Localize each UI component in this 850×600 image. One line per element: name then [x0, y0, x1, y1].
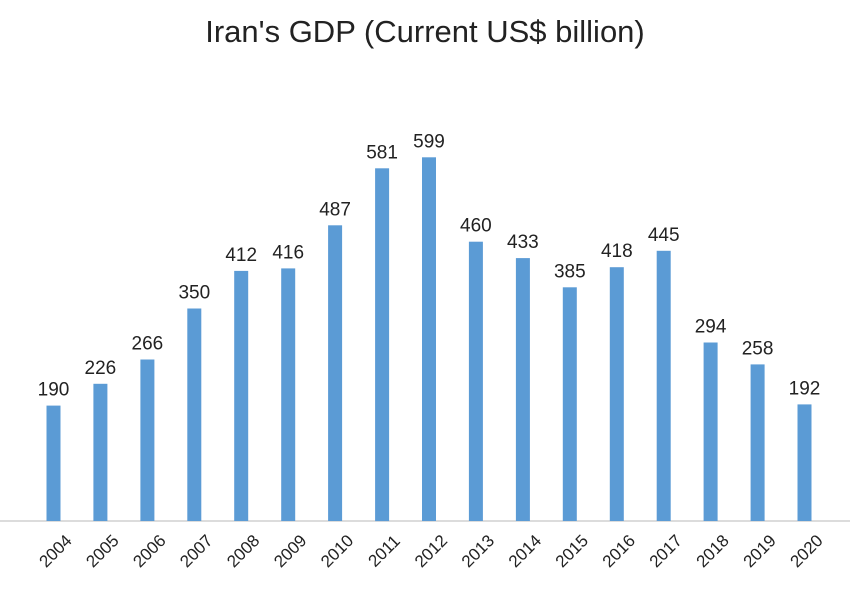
x-tick-label-2015: 2015	[552, 531, 592, 571]
data-label-2016: 418	[601, 241, 633, 262]
bar-2011	[375, 168, 390, 522]
bar-2007	[187, 308, 202, 521]
bar-2005	[93, 383, 108, 521]
x-tick-label-2017: 2017	[646, 531, 686, 571]
x-tick-label-2016: 2016	[599, 531, 639, 571]
bar-2019	[750, 364, 765, 521]
bar-2006	[140, 359, 155, 521]
bar-2014	[515, 258, 530, 521]
x-tick-label-2008: 2008	[223, 531, 263, 571]
chart-title: Iran's GDP (Current US$ billion)	[205, 14, 645, 49]
tick-labels-group: 2004 2005 2006 2007 2008 2009 2010 2011 2012 2013…	[36, 531, 827, 571]
x-tick-label-2010: 2010	[317, 531, 357, 571]
bar-2020	[797, 404, 812, 521]
bar-2008	[234, 270, 249, 521]
x-tick-label-2019: 2019	[740, 531, 780, 571]
x-tick-label-2013: 2013	[458, 531, 498, 571]
data-label-2015: 385	[554, 261, 586, 282]
bar-2018	[703, 342, 718, 521]
data-label-2020: 192	[789, 378, 821, 399]
data-labels-group: 190 226 266 350 412 416 487 581 599 460 433 385 418 4…	[38, 131, 821, 400]
bar-2016	[609, 267, 624, 521]
bar-2010	[328, 225, 343, 522]
bar-2015	[562, 287, 577, 521]
data-label-2007: 350	[178, 283, 210, 304]
x-tick-label-2012: 2012	[411, 531, 451, 571]
x-tick-label-2007: 2007	[176, 531, 216, 571]
bar-2004	[46, 405, 61, 521]
data-label-2017: 445	[648, 225, 680, 246]
data-label-2012: 599	[413, 131, 445, 152]
x-tick-label-2005: 2005	[82, 531, 122, 571]
data-label-2008: 412	[225, 245, 257, 266]
data-label-2005: 226	[85, 358, 117, 379]
x-tick-label-2004: 2004	[36, 531, 76, 571]
bar-2013	[468, 241, 483, 521]
data-label-2010: 487	[319, 199, 351, 220]
x-tick-label-2011: 2011	[365, 531, 404, 570]
bar-2009	[281, 268, 296, 521]
x-tick-label-2014: 2014	[505, 531, 545, 571]
bar-2017	[656, 250, 671, 522]
data-label-2006: 266	[132, 334, 164, 355]
x-tick-label-2006: 2006	[129, 531, 169, 571]
bars-group	[46, 157, 812, 522]
data-label-2013: 460	[460, 216, 492, 237]
data-label-2014: 433	[507, 232, 539, 253]
x-tick-label-2009: 2009	[270, 531, 310, 571]
data-label-2019: 258	[742, 338, 774, 359]
x-tick-label-2018: 2018	[693, 531, 733, 571]
x-tick-label-2020: 2020	[787, 531, 827, 571]
data-label-2009: 416	[272, 242, 304, 263]
data-label-2011: 581	[366, 142, 398, 163]
data-label-2004: 190	[38, 380, 70, 401]
bar-2012	[422, 157, 436, 522]
data-label-2018: 294	[695, 317, 727, 338]
